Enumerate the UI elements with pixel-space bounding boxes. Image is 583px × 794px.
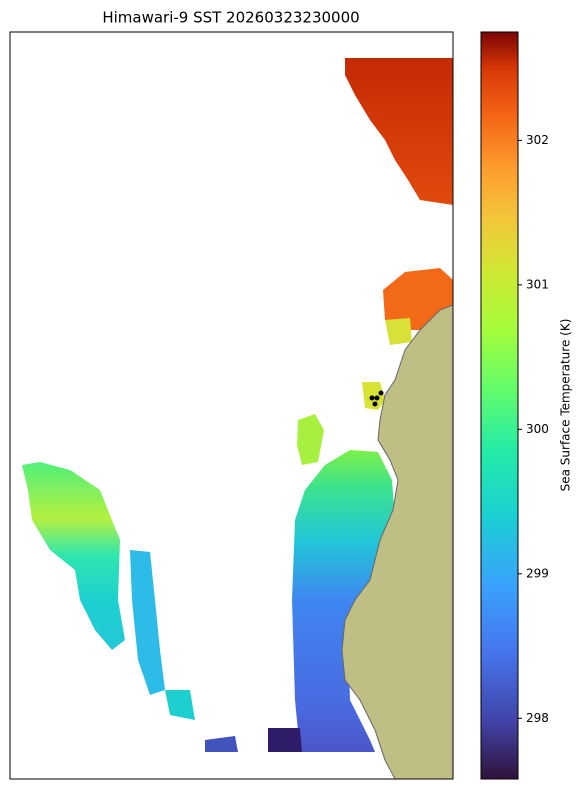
marker	[372, 401, 378, 407]
sst-region	[205, 736, 238, 752]
marker	[369, 395, 375, 401]
sst-region	[22, 462, 125, 650]
sst-region	[345, 58, 453, 205]
sst-field	[10, 32, 453, 779]
sst-region	[297, 414, 324, 465]
map-frame	[9, 31, 454, 780]
land	[10, 32, 453, 779]
colorbar-tick-label: 301	[526, 277, 549, 291]
colorbar-tick-label: 300	[526, 422, 549, 436]
map-title: Himawari-9 SST 20260323230000	[102, 9, 359, 27]
sst-region	[268, 728, 302, 752]
colorbar-tick-label: 298	[526, 711, 549, 725]
colorbar-tick-label: 302	[526, 133, 549, 147]
sst-region	[165, 690, 195, 720]
sst-region	[292, 450, 395, 752]
marker	[378, 390, 384, 396]
sst-region	[385, 318, 412, 345]
colorbar-tick-label: 299	[526, 566, 549, 580]
colorbar-ticks: 298 299 300 301 302	[518, 133, 549, 725]
sst-region	[130, 550, 165, 695]
colorbar	[480, 31, 519, 780]
colorbar-label: Sea Surface Temperature (K)	[559, 319, 573, 492]
marker	[374, 395, 380, 401]
